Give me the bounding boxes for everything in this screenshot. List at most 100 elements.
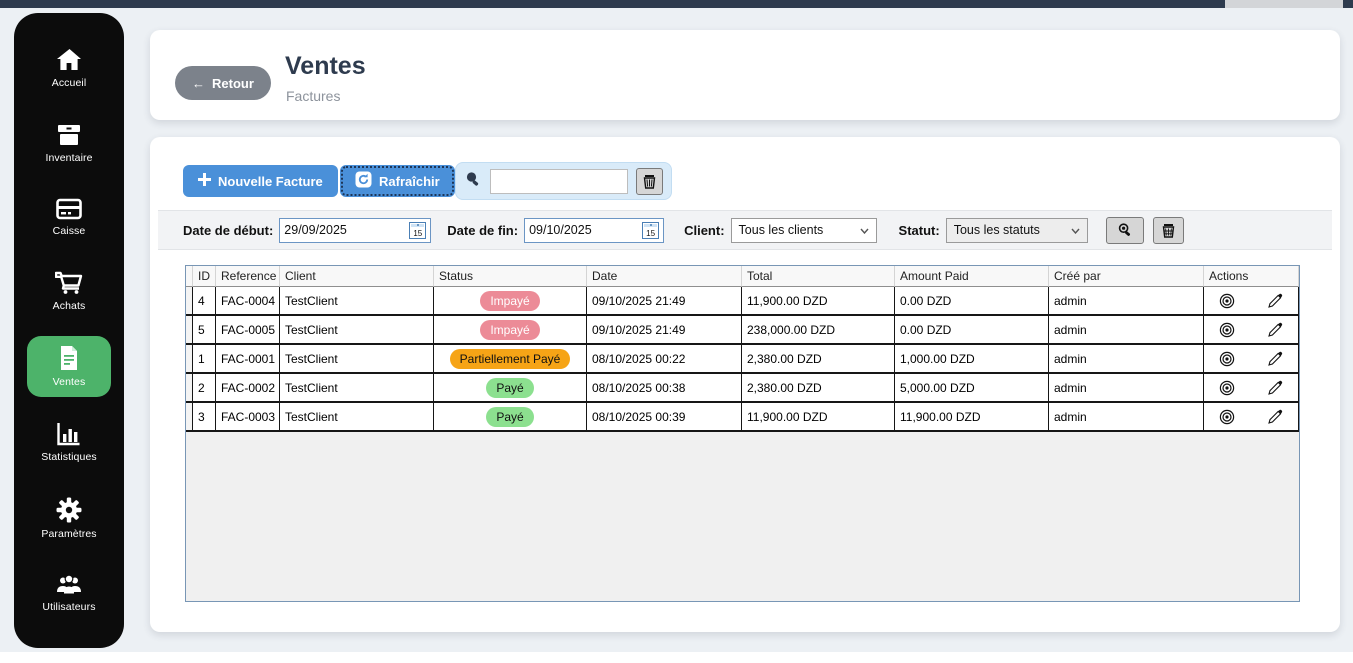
cell-date: 09/10/2025 21:49	[587, 287, 742, 316]
cell-actions	[1204, 287, 1299, 316]
cell-amount-paid: 0.00 DZD	[895, 287, 1049, 316]
status-badge: Impayé	[480, 319, 540, 340]
search-icon	[1118, 223, 1130, 236]
cell-total: 11,900.00 DZD	[742, 403, 895, 432]
cell-actions	[1204, 316, 1299, 345]
client-select[interactable]: Tous les clients	[730, 217, 877, 243]
status-select-value: Tous les statuts	[953, 223, 1040, 237]
cell-date: 09/10/2025 21:49	[587, 316, 742, 345]
back-button[interactable]: ← Retour	[175, 66, 271, 100]
clear-search-button[interactable]	[636, 167, 663, 195]
cell-actions	[1204, 374, 1299, 403]
date-end-input[interactable]: 09/10/2025 15	[524, 217, 665, 243]
status-select[interactable]: Tous les statuts	[945, 217, 1088, 243]
table-row: 1 FAC-0001 TestClient Partiellement Payé…	[186, 345, 1299, 374]
cell-created-by: admin	[1049, 403, 1204, 432]
trash-icon	[643, 174, 656, 189]
main-content-card: Nouvelle Facture Rafraîchir Date de débu…	[150, 137, 1340, 632]
cell-actions	[1204, 345, 1299, 374]
cell-date: 08/10/2025 00:39	[587, 403, 742, 432]
view-invoice-icon[interactable]	[1219, 293, 1235, 309]
cart-icon	[55, 271, 83, 295]
cell-client: TestClient	[280, 345, 434, 374]
window-top-strip-segment	[1225, 0, 1343, 8]
cell-created-by: admin	[1049, 316, 1204, 345]
column-header-amount-paid[interactable]: Amount Paid	[895, 266, 1049, 287]
cell-total: 11,900.00 DZD	[742, 287, 895, 316]
filter-clear-button[interactable]	[1152, 216, 1184, 244]
search-input[interactable]	[490, 168, 628, 194]
column-header-date[interactable]: Date	[587, 266, 742, 287]
sidebar-item-label: Paramètres	[41, 528, 97, 541]
new-invoice-button[interactable]: Nouvelle Facture	[183, 165, 338, 197]
status-badge: Payé	[486, 406, 534, 427]
new-invoice-label: Nouvelle Facture	[218, 173, 323, 189]
date-start-value: 29/09/2025	[284, 223, 347, 237]
edit-invoice-icon[interactable]	[1267, 380, 1283, 396]
status-badge: Partiellement Payé	[449, 348, 571, 369]
filter-search-button[interactable]	[1105, 216, 1144, 244]
status-badge: Payé	[486, 377, 534, 398]
page-header-card: ← Retour Ventes Factures	[150, 30, 1340, 120]
row-gutter-header	[186, 266, 193, 287]
sidebar-item-label: Utilisateurs	[42, 601, 96, 613]
column-header-total[interactable]: Total	[742, 266, 895, 287]
gear-icon	[56, 497, 82, 523]
cell-id: 3	[193, 403, 216, 432]
view-invoice-icon[interactable]	[1219, 322, 1235, 338]
edit-invoice-icon[interactable]	[1267, 293, 1283, 309]
column-header-client[interactable]: Client	[280, 266, 434, 287]
date-start-input[interactable]: 29/09/2025 15	[279, 217, 432, 243]
table-row: 3 FAC-0003 TestClient Payé 08/10/2025 00…	[186, 403, 1299, 432]
sidebar-item-achats[interactable]: Achats	[27, 262, 111, 321]
client-select-value: Tous les clients	[738, 223, 824, 237]
sidebar-item-label: Achats	[52, 299, 86, 312]
sidebar-item-caisse[interactable]: Caisse	[27, 189, 111, 246]
sidebar-item-label: Ventes	[52, 376, 86, 389]
view-invoice-icon[interactable]	[1219, 409, 1235, 425]
sidebar-item-ventes[interactable]: Ventes	[27, 336, 111, 398]
cell-created-by: admin	[1049, 345, 1204, 374]
cell-status: Payé	[434, 374, 587, 403]
back-arrow-icon: ←	[192, 75, 205, 91]
sidebar-item-utilisateurs[interactable]: Utilisateurs	[27, 565, 111, 622]
calendar-icon[interactable]: 15	[642, 221, 660, 239]
cash-register-icon	[56, 198, 82, 220]
date-end-label: Date de fin:	[447, 222, 519, 238]
cell-id: 2	[193, 374, 216, 403]
plus-icon	[198, 173, 211, 189]
view-invoice-icon[interactable]	[1219, 351, 1235, 367]
sidebar-item-inventaire[interactable]: Inventaire	[27, 114, 111, 173]
column-header-status[interactable]: Status	[434, 266, 587, 287]
sidebar-item-label: Inventaire	[45, 151, 93, 164]
sidebar-item-label: Accueil	[51, 76, 87, 89]
column-header-actions[interactable]: Actions	[1204, 266, 1299, 287]
cell-id: 1	[193, 345, 216, 374]
filter-bar: Date de début: 29/09/2025 15 Date de fin…	[158, 210, 1332, 250]
window-top-strip	[0, 0, 1353, 8]
row-gutter	[186, 316, 193, 345]
edit-invoice-icon[interactable]	[1267, 322, 1283, 338]
sidebar-item-accueil[interactable]: Accueil	[27, 39, 111, 98]
row-gutter	[186, 345, 193, 374]
edit-invoice-icon[interactable]	[1267, 409, 1283, 425]
column-header-id[interactable]: ID	[193, 266, 216, 287]
edit-invoice-icon[interactable]	[1267, 351, 1283, 367]
column-header-reference[interactable]: Reference	[216, 266, 280, 287]
status-badge: Impayé	[480, 290, 540, 311]
row-gutter	[186, 374, 193, 403]
column-header-created-by[interactable]: Créé par	[1049, 266, 1204, 287]
table-row: 2 FAC-0002 TestClient Payé 08/10/2025 00…	[186, 374, 1299, 403]
cell-client: TestClient	[280, 316, 434, 345]
back-button-label: Retour	[212, 75, 254, 91]
users-icon	[55, 574, 83, 596]
refresh-button[interactable]: Rafraîchir	[340, 165, 455, 197]
view-invoice-icon[interactable]	[1219, 380, 1235, 396]
calendar-icon[interactable]: 15	[409, 221, 427, 239]
cell-actions	[1204, 403, 1299, 432]
sidebar-item-parametres[interactable]: Paramètres	[27, 488, 111, 549]
cell-client: TestClient	[280, 403, 434, 432]
sidebar-item-statistiques[interactable]: Statistiques	[27, 413, 111, 472]
table-row: 4 FAC-0004 TestClient Impayé 09/10/2025 …	[186, 287, 1299, 316]
cell-status: Partiellement Payé	[434, 345, 587, 374]
